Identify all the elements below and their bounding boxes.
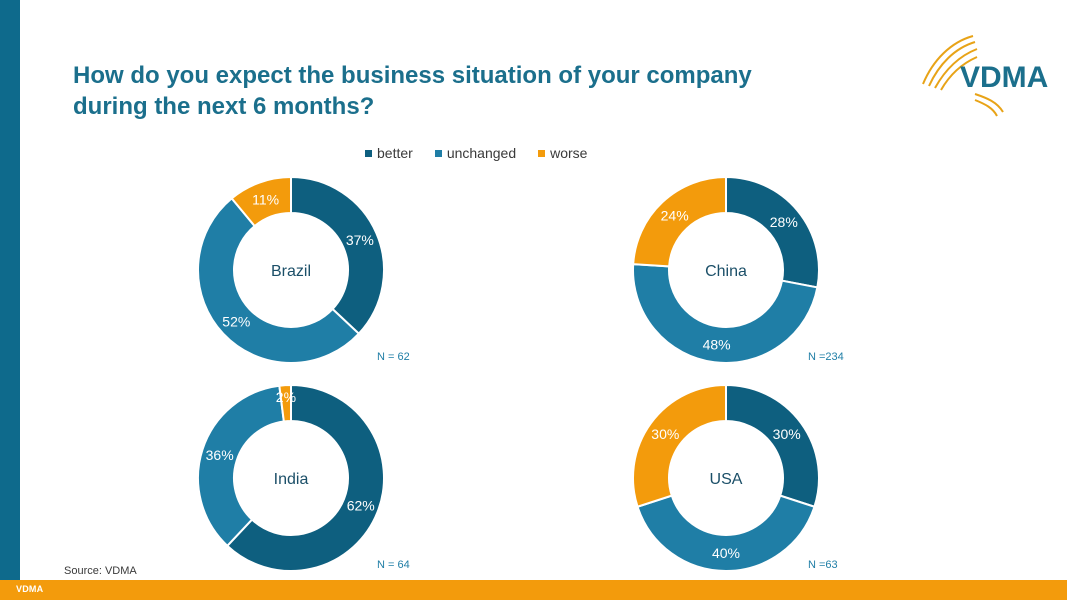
slice-brazil-worse [230,175,292,228]
sample-size-label: N =63 [808,559,838,571]
page-title: How do you expect the business situation… [73,60,873,122]
slice-india-better [225,383,385,572]
slice-brazil-unchanged [197,196,361,364]
legend-label-unchanged: unchanged [446,145,517,161]
donut-brazil: 37% 52% 11% Brazil N = 62 [197,175,410,364]
data-label-china-worse: 24% [661,207,689,223]
data-label-usa-worse: 30% [651,426,679,442]
slice-usa-unchanged [636,494,816,572]
bottom-accent-bar [0,580,1067,600]
slice-usa-better [725,383,820,508]
footer-brand: VDMA [16,584,44,594]
legend-item-worse: worse [538,145,587,161]
source-note: Source: VDMA [64,565,137,577]
legend-swatch-better [365,149,372,157]
donut-center-label: China [705,263,747,280]
sample-size-label: N =234 [808,351,844,363]
data-label-brazil-better: 37% [346,232,374,248]
legend-item-unchanged: unchanged [434,145,517,161]
donut-usa: 30% 40% 30% USA N =63 [632,383,838,572]
data-label-brazil-unchanged: 52% [222,313,250,329]
donut-china: 28% 48% 24% China N =234 [632,175,844,364]
data-label-china-unchanged: 48% [703,336,731,352]
donut-center-label: Brazil [271,263,311,280]
legend-item-better: better [365,145,413,161]
slice-china-worse [632,175,727,268]
slice-brazil-better [290,175,385,336]
slice-china-unchanged [632,263,819,364]
data-label-india-unchanged: 36% [206,447,234,463]
legend-swatch-unchanged [434,149,442,157]
vdma-logo: VDMA [922,35,1048,117]
data-label-india-better: 62% [347,498,375,514]
slice-india-worse [278,383,292,423]
title-line-1: How do you expect the business situation… [73,62,752,89]
legend-label-better: better [377,145,413,161]
left-accent-bar [0,0,20,580]
sample-size-label: N = 62 [377,351,410,363]
data-label-china-better: 28% [770,214,798,230]
donut-center-label: India [274,471,309,488]
data-label-usa-better: 30% [773,426,801,442]
data-label-brazil-worse: 11% [252,191,279,207]
slice-usa-worse [632,383,727,508]
donut-center-label: USA [710,471,743,488]
sample-size-label: N = 64 [377,559,410,571]
chart-legend: better unchanged worse [365,145,609,161]
title-line-2: during the next 6 months? [73,93,375,120]
data-label-india-worse: 2% [276,389,296,405]
legend-swatch-worse [538,149,546,157]
logo-text: VDMA [960,61,1048,94]
slice-china-better [725,175,820,289]
slice-india-unchanged [197,384,285,548]
data-label-usa-unchanged: 40% [712,545,740,561]
legend-label-worse: worse [550,145,588,161]
donut-india: 62% 36% 2% India N = 64 [197,383,410,572]
